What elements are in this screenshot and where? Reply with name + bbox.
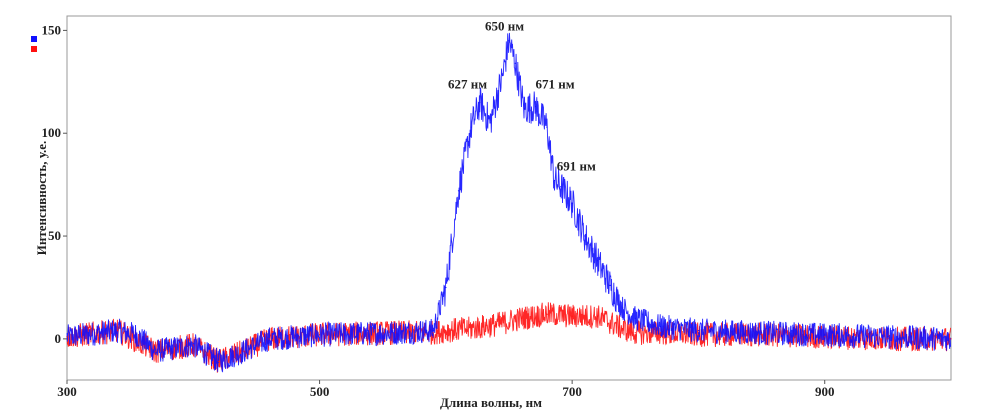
series-0-point bbox=[432, 330, 434, 332]
series-0-point bbox=[697, 330, 700, 332]
series-0-point bbox=[571, 202, 573, 204]
series-0-point bbox=[514, 62, 516, 64]
series-1-point bbox=[659, 332, 662, 334]
series-0-point bbox=[457, 190, 460, 192]
series-0-point bbox=[596, 260, 599, 262]
peak-annotation: 650 нм bbox=[485, 19, 524, 34]
ticks-layer: 300 500 700 900 0 50 100 150 bbox=[42, 22, 835, 399]
x-tick-label: 700 bbox=[562, 384, 582, 399]
series-1-point bbox=[634, 332, 636, 334]
series-1-point bbox=[243, 350, 245, 352]
y-tick-label: 0 bbox=[55, 331, 62, 346]
series-0-point bbox=[489, 122, 491, 124]
series-1-point bbox=[622, 328, 624, 330]
peak-annotation: 671 нм bbox=[536, 76, 575, 91]
x-tick-label: 500 bbox=[310, 384, 330, 399]
annotation-layer: 627 нм 650 нм 671 нм 691 нм bbox=[448, 19, 596, 174]
series-1-point bbox=[192, 344, 194, 346]
y-tick-label: 100 bbox=[42, 125, 62, 140]
series-0-point bbox=[508, 40, 510, 42]
series-1-point bbox=[116, 330, 119, 332]
series-0-point bbox=[634, 317, 636, 319]
series-0-point bbox=[761, 332, 763, 334]
series-0-point bbox=[502, 75, 504, 77]
series-0-point bbox=[659, 325, 662, 328]
series-0-trace bbox=[66, 32, 952, 373]
x-axis-title: Длина волны, нм bbox=[440, 395, 542, 410]
series-1-point bbox=[445, 330, 447, 332]
series-0-point bbox=[135, 334, 138, 336]
peak-annotation: 691 нм bbox=[557, 159, 596, 174]
series-layer bbox=[66, 32, 952, 373]
series-0-point bbox=[609, 284, 611, 286]
series-1-point bbox=[596, 315, 599, 317]
plot-frame bbox=[66, 15, 952, 381]
series-1-point bbox=[546, 313, 548, 315]
x-tick-label: 300 bbox=[57, 384, 77, 399]
series-1-point bbox=[319, 334, 321, 336]
legend-marker-blue bbox=[31, 36, 37, 42]
y-tick-label: 50 bbox=[48, 228, 61, 243]
series-1-point bbox=[571, 315, 573, 317]
series-1-point bbox=[824, 336, 826, 338]
series-1-point bbox=[761, 334, 763, 336]
series-1-point bbox=[470, 328, 472, 330]
series-0-point bbox=[553, 179, 556, 182]
series-0-point bbox=[560, 186, 562, 188]
series-1-point bbox=[217, 360, 220, 363]
series-0-point bbox=[622, 307, 624, 309]
series-0-point bbox=[523, 107, 525, 110]
series-1-point bbox=[887, 338, 889, 340]
series-0-point bbox=[887, 336, 889, 338]
series-1-point bbox=[394, 332, 396, 334]
series-0-point bbox=[584, 235, 586, 237]
y-axis-title: Интенсивность, у.е. bbox=[34, 141, 49, 256]
series-0-point bbox=[546, 126, 548, 128]
series-1-point bbox=[521, 317, 523, 319]
x-tick-label: 900 bbox=[815, 384, 835, 399]
series-0-point bbox=[470, 126, 472, 128]
series-1-point bbox=[154, 350, 156, 352]
series-1-point bbox=[432, 332, 434, 334]
series-0-point bbox=[479, 101, 481, 103]
series-1-point bbox=[268, 338, 270, 340]
y-tick-label: 150 bbox=[42, 22, 62, 37]
series-1-point bbox=[697, 334, 700, 336]
peak-annotation: 627 нм bbox=[448, 76, 487, 91]
series-0-point bbox=[534, 105, 537, 108]
legend-marker-red bbox=[31, 46, 37, 52]
series-0-point bbox=[445, 286, 447, 289]
series-1-point bbox=[495, 323, 497, 326]
series-1-point bbox=[950, 338, 952, 340]
series-0-point bbox=[824, 334, 826, 336]
series-1-point bbox=[66, 336, 68, 338]
